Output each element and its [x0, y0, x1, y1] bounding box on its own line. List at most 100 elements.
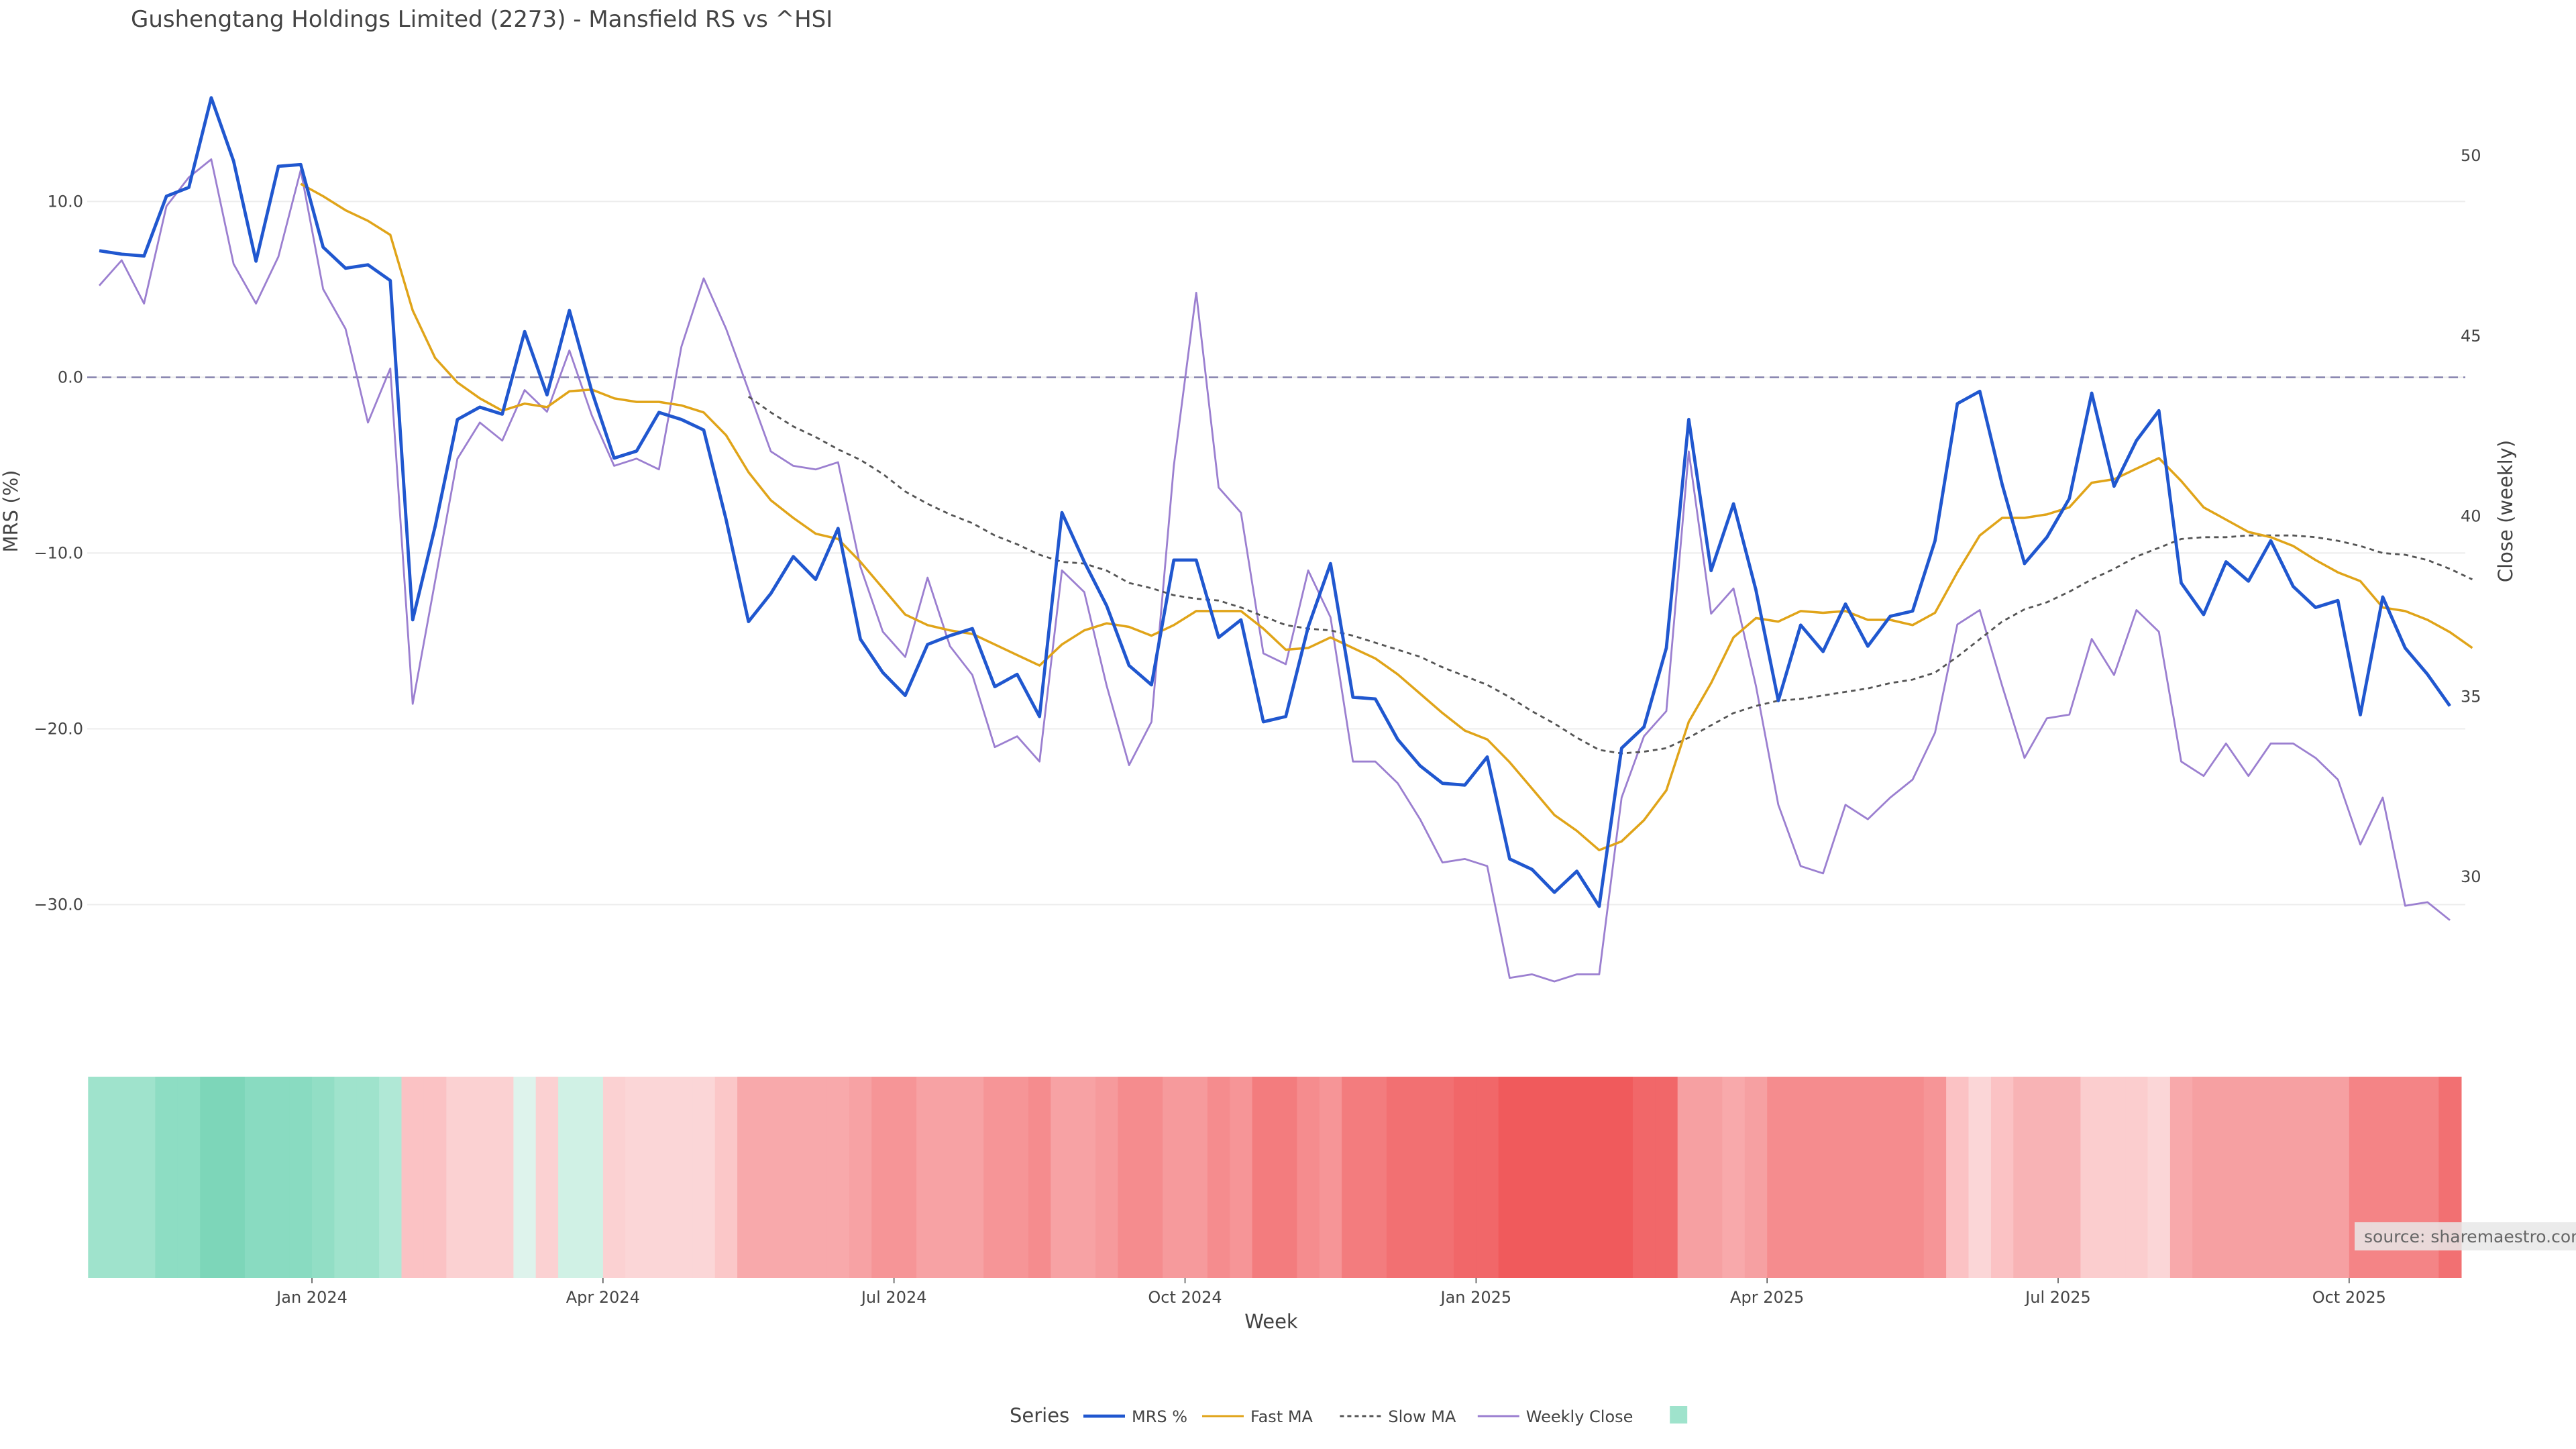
chart-title: Gushengtang Holdings Limited (2273) - Ma…	[131, 6, 833, 33]
heatmap-cell	[2035, 1077, 2059, 1278]
heatmap-cell	[1454, 1077, 1477, 1278]
x-tick-label: Jul 2024	[860, 1288, 927, 1307]
heatmap-cell	[961, 1077, 984, 1278]
heatmap-cell	[916, 1077, 940, 1278]
heatmap-cell	[133, 1077, 156, 1278]
heatmap-cell	[2125, 1077, 2149, 1278]
x-tick-label: Apr 2024	[566, 1288, 640, 1307]
heatmap-cell	[155, 1077, 178, 1278]
legend-label: Weekly Close	[1526, 1407, 1633, 1426]
left-y-axis: 10.0 0.0 −10.0 −20.0 −30.0	[34, 192, 83, 914]
heatmap-cell	[1543, 1077, 1566, 1278]
legend-heatmap-swatch	[1670, 1406, 1688, 1424]
heatmap-cell	[1565, 1077, 1589, 1278]
heatmap-cell	[938, 1077, 962, 1278]
heatmap-cell	[1811, 1077, 1835, 1278]
heatmap-cell	[1700, 1077, 1723, 1278]
heatmap-cell	[1632, 1077, 1656, 1278]
heatmap-cell	[2147, 1077, 2171, 1278]
right-tick-label: 40	[2461, 507, 2481, 526]
heatmap-cell	[356, 1077, 380, 1278]
heatmap-cell	[1185, 1077, 1208, 1278]
heatmap-cell	[446, 1077, 470, 1278]
heatmap-cell	[177, 1077, 201, 1278]
heatmap-cell	[804, 1077, 828, 1278]
heatmap-cell	[1856, 1077, 1880, 1278]
left-tick-label: 10.0	[48, 192, 83, 211]
heatmap-cell	[670, 1077, 694, 1278]
heatmap-cell	[1744, 1077, 1768, 1278]
right-tick-label: 35	[2461, 687, 2481, 706]
left-tick-label: 0.0	[58, 368, 83, 386]
source-note-background	[2355, 1222, 2576, 1250]
heatmap-cell	[1968, 1077, 1992, 1278]
heatmap-cell	[1207, 1077, 1231, 1278]
right-tick-label: 50	[2461, 146, 2481, 165]
heatmap-cell	[2102, 1077, 2126, 1278]
heatmap-cell	[580, 1077, 604, 1278]
heatmap-cell	[1342, 1077, 1365, 1278]
heatmap-cell	[1431, 1077, 1454, 1278]
series-line-slow-ma	[747, 396, 2473, 755]
heatmap-cell	[1051, 1077, 1074, 1278]
left-tick-label: −10.0	[34, 543, 83, 562]
heatmap-cell	[1789, 1077, 1813, 1278]
heatmap-cell	[110, 1077, 133, 1278]
heatmap-cell	[1319, 1077, 1342, 1278]
heatmap-cell	[1252, 1077, 1275, 1278]
heatmap-cell	[1946, 1077, 1970, 1278]
series-line-fast-ma	[300, 182, 2473, 852]
legend: Series MRS % Fast MA Slow MA Weekly Close	[1010, 1404, 1688, 1427]
heatmap-cell	[222, 1077, 246, 1278]
left-tick-label: −20.0	[34, 719, 83, 738]
heatmap-cell	[1498, 1077, 1521, 1278]
heatmap-cell	[647, 1077, 671, 1278]
x-axis-title: Week	[1244, 1310, 1298, 1333]
heatmap-cell	[88, 1077, 111, 1278]
heatmap-cell	[1923, 1077, 1947, 1278]
heatmap-cell	[334, 1077, 358, 1278]
x-tick-label: Oct 2024	[1148, 1288, 1222, 1307]
heatmap-cell	[244, 1077, 268, 1278]
heatmap-cell	[2013, 1077, 2037, 1278]
heatmap-strip	[88, 1077, 2462, 1278]
heatmap-cell	[535, 1077, 559, 1278]
heatmap-cell	[1386, 1077, 1410, 1278]
heatmap-cell	[894, 1077, 917, 1278]
right-tick-label: 30	[2461, 867, 2481, 886]
heatmap-cell	[849, 1077, 873, 1278]
legend-label: MRS %	[1132, 1407, 1187, 1426]
heatmap-cell	[1588, 1077, 1611, 1278]
heatmap-cell	[200, 1077, 223, 1278]
heatmap-cell	[1521, 1077, 1544, 1278]
legend-label: Fast MA	[1250, 1407, 1313, 1426]
legend-label: Slow MA	[1388, 1407, 1456, 1426]
heatmap-cell	[983, 1077, 1007, 1278]
heatmap-cell	[423, 1077, 447, 1278]
heatmap-cell	[513, 1077, 537, 1278]
heatmap-cell	[312, 1077, 335, 1278]
heatmap-cell	[1834, 1077, 1858, 1278]
x-tick-label: Jan 2024	[275, 1288, 347, 1307]
heatmap-cell	[1722, 1077, 1746, 1278]
series-line-weekly-close	[98, 158, 2451, 983]
left-y-axis-title: MRS (%)	[0, 470, 22, 553]
heatmap-cell	[714, 1077, 738, 1278]
heatmap-cell	[1677, 1077, 1701, 1278]
heatmap-cell	[1476, 1077, 1499, 1278]
heatmap-cell	[558, 1077, 582, 1278]
gridlines	[87, 201, 2465, 906]
right-tick-label: 45	[2461, 327, 2481, 345]
heatmap-cell	[2259, 1077, 2283, 1278]
heatmap-cell	[2080, 1077, 2104, 1278]
heatmap-cell	[1095, 1077, 1119, 1278]
series-line-mrs	[99, 96, 2451, 908]
x-tick-label: Jul 2025	[2024, 1288, 2091, 1307]
right-y-axis-title: Close (weekly)	[2494, 440, 2517, 582]
heatmap-cell	[1364, 1077, 1387, 1278]
heatmap-cell	[491, 1077, 515, 1278]
heatmap-cell	[1163, 1077, 1186, 1278]
heatmap-cell	[379, 1077, 402, 1278]
heatmap-cell	[468, 1077, 492, 1278]
heatmap-cell	[2058, 1077, 2082, 1278]
